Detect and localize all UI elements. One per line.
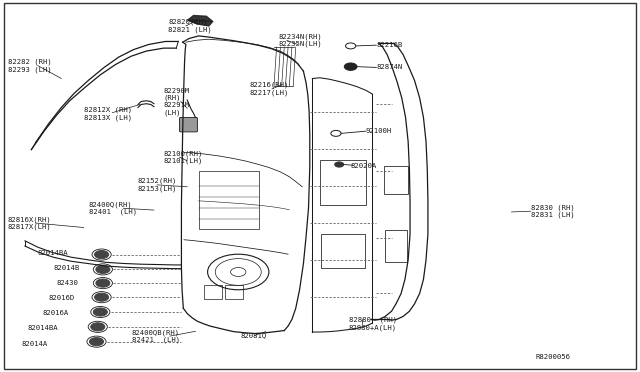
Text: 82014A: 82014A <box>21 340 47 346</box>
Text: 82880  (RH)
82880+A(LH): 82880 (RH) 82880+A(LH) <box>349 317 397 331</box>
Circle shape <box>90 337 104 346</box>
Text: R8200056: R8200056 <box>536 354 571 360</box>
Bar <box>225 285 243 299</box>
Text: 82282 (RH)
82293 (LH): 82282 (RH) 82293 (LH) <box>8 58 52 73</box>
Text: 82430: 82430 <box>57 280 79 286</box>
Text: 82016D: 82016D <box>49 295 75 301</box>
Text: 82400Q(RH)
82401  (LH): 82400Q(RH) 82401 (LH) <box>89 201 137 215</box>
Circle shape <box>335 162 344 167</box>
Text: 82400QB(RH)
82421  (LH): 82400QB(RH) 82421 (LH) <box>132 329 180 343</box>
Bar <box>204 285 221 299</box>
Bar <box>384 166 408 194</box>
Text: 82830 (RH)
82831 (LH): 82830 (RH) 82831 (LH) <box>531 204 575 218</box>
Circle shape <box>95 250 109 259</box>
Text: 82016A: 82016A <box>42 310 68 316</box>
Text: 82816X(RH)
82817X(LH): 82816X(RH) 82817X(LH) <box>7 216 51 230</box>
Circle shape <box>91 323 105 331</box>
FancyBboxPatch shape <box>179 118 197 132</box>
Text: 82820(RH)
82821 (LH): 82820(RH) 82821 (LH) <box>168 19 212 33</box>
Circle shape <box>96 265 110 273</box>
Circle shape <box>95 293 109 301</box>
Text: 82216B: 82216B <box>376 42 403 48</box>
Bar <box>321 234 365 267</box>
Bar <box>198 171 259 229</box>
Text: 82020A: 82020A <box>351 163 377 169</box>
Text: 82874N: 82874N <box>376 64 403 70</box>
Text: 82290M
(RH)
82291M
(LH): 82290M (RH) 82291M (LH) <box>164 87 190 115</box>
Text: 82152(RH)
82153(LH): 82152(RH) 82153(LH) <box>138 178 177 192</box>
Text: 92100H: 92100H <box>366 128 392 134</box>
Text: 82216(RH)
82217(LH): 82216(RH) 82217(LH) <box>250 82 289 96</box>
Text: 82014BA: 82014BA <box>38 250 68 256</box>
Circle shape <box>93 308 108 316</box>
Circle shape <box>96 279 110 287</box>
Bar <box>320 160 366 205</box>
Bar <box>385 231 407 262</box>
Text: 82100(RH)
82101(LH): 82100(RH) 82101(LH) <box>164 150 203 164</box>
Circle shape <box>344 63 357 70</box>
Polygon shape <box>188 16 212 26</box>
Text: 82081Q: 82081Q <box>240 332 266 339</box>
Text: 82812X (RH)
82813X (LH): 82812X (RH) 82813X (LH) <box>84 107 132 121</box>
Text: 82014BA: 82014BA <box>28 325 58 331</box>
Text: 82014B: 82014B <box>53 265 79 271</box>
Text: 82234N(RH)
82235N(LH): 82234N(RH) 82235N(LH) <box>278 33 323 47</box>
